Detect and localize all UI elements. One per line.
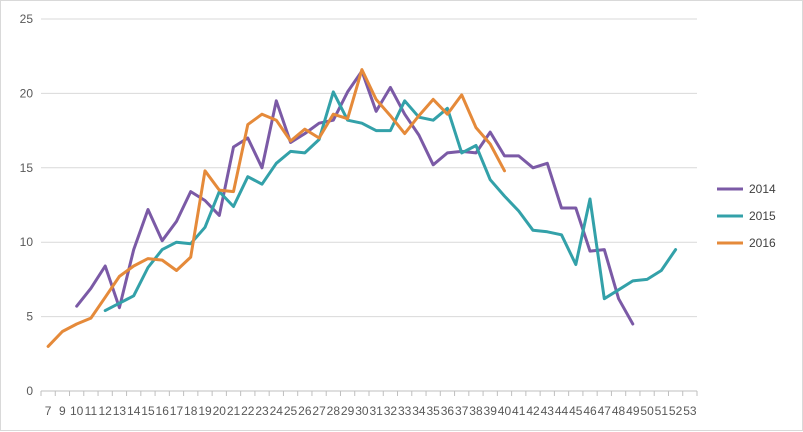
- y-tick-label: 5: [26, 310, 33, 324]
- x-tick-label: 32: [384, 404, 398, 418]
- x-tick-label: 18: [184, 404, 198, 418]
- x-tick-label: 33: [398, 404, 412, 418]
- x-axis-ticks: 7 9 10 11 12 13 14 15 16 17 18 19 20 21 22 23 24 25 26 27 28…: [40, 391, 698, 418]
- x-tick-label: 36: [441, 404, 455, 418]
- x-tick-label: 28: [327, 404, 341, 418]
- x-tick-label: 30: [355, 404, 369, 418]
- x-tick-label: 35: [426, 404, 440, 418]
- legend-label-2016: 2016: [749, 236, 776, 250]
- x-tick-label: 21: [227, 404, 241, 418]
- series-line-2015: [103, 90, 678, 313]
- x-tick-label: 25: [284, 404, 298, 418]
- x-tick-label: 14: [127, 404, 141, 418]
- y-tick-label: 20: [20, 86, 34, 100]
- x-tick-label: 11: [85, 404, 98, 418]
- x-tick-label: 9: [59, 404, 66, 418]
- x-tick-label: 34: [412, 404, 426, 418]
- legend-label-2015: 2015: [749, 209, 776, 223]
- x-tick-label: 47: [598, 404, 612, 418]
- x-tick-label: 13: [113, 404, 127, 418]
- x-tick-label: 12: [98, 404, 112, 418]
- x-tick-label: 41: [512, 404, 526, 418]
- x-tick-label: 17: [170, 404, 184, 418]
- x-tick-label: 10: [70, 404, 84, 418]
- x-tick-label: 16: [156, 404, 170, 418]
- series-line-2016: [46, 68, 506, 348]
- x-tick-label: 51: [655, 404, 669, 418]
- x-tick-label: 40: [498, 404, 512, 418]
- x-tick-label: 46: [583, 404, 597, 418]
- series-line-2014: [75, 69, 635, 326]
- x-tick-label: 31: [369, 404, 383, 418]
- x-tick-label: 20: [213, 404, 227, 418]
- x-tick-label: 27: [312, 404, 326, 418]
- x-tick-label: 48: [612, 404, 626, 418]
- y-tick-label: 25: [20, 12, 34, 26]
- x-tick-label: 38: [469, 404, 483, 418]
- x-tick-label: 24: [270, 404, 284, 418]
- series-lines: [46, 68, 678, 348]
- y-tick-label: 0: [26, 384, 33, 398]
- x-tick-label: 53: [683, 404, 697, 418]
- x-tick-label: 23: [255, 404, 269, 418]
- y-tick-label: 15: [20, 161, 34, 175]
- y-axis-ticks: 0 5 10 15 20 25: [20, 12, 34, 398]
- x-tick-label: 44: [555, 404, 569, 418]
- x-tick-label: 49: [626, 404, 640, 418]
- gridlines: [41, 18, 697, 392]
- x-tick-label: 52: [669, 404, 683, 418]
- x-tick-label: 42: [526, 404, 540, 418]
- y-tick-label: 10: [20, 235, 34, 249]
- x-tick-label: 7: [45, 404, 52, 418]
- x-tick-label: 37: [455, 404, 469, 418]
- x-tick-label: 22: [241, 404, 255, 418]
- x-tick-label: 29: [341, 404, 355, 418]
- x-tick-label: 45: [569, 404, 583, 418]
- legend-label-2014: 2014: [749, 182, 776, 196]
- x-tick-label: 19: [198, 404, 212, 418]
- x-tick-label: 43: [541, 404, 555, 418]
- x-tick-label: 50: [640, 404, 654, 418]
- x-tick-label: 15: [141, 404, 155, 418]
- legend: 2014 2015 2016: [717, 182, 776, 250]
- x-tick-label: 26: [298, 404, 312, 418]
- x-tick-label: 39: [484, 404, 498, 418]
